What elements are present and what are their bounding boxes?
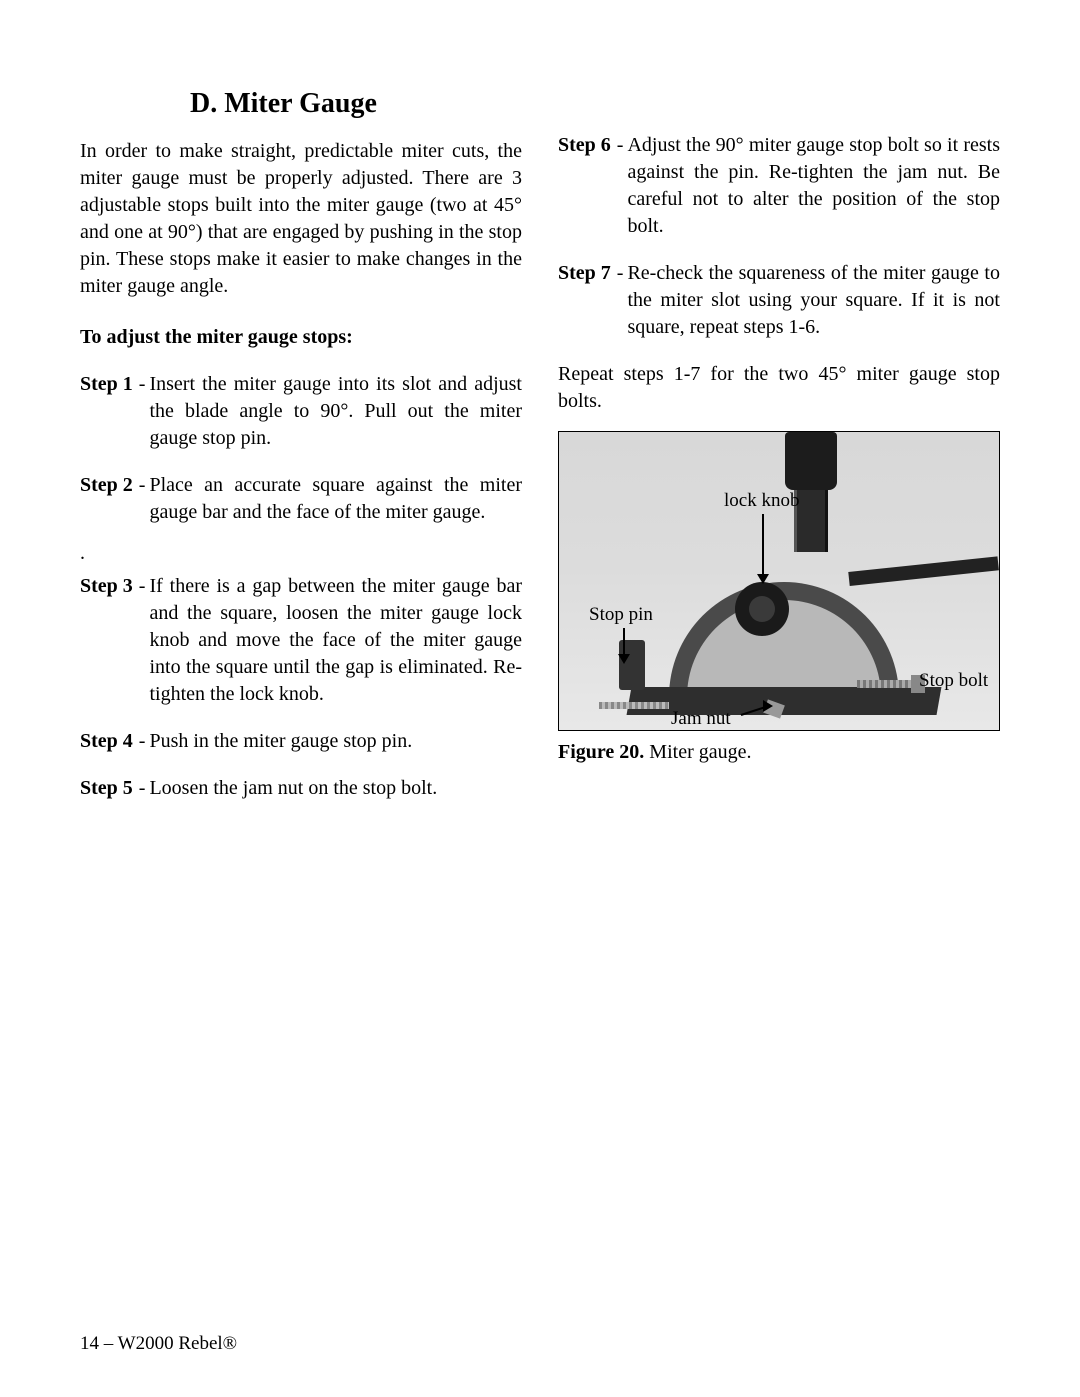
step-label: Step 1: [80, 371, 135, 452]
lock-knob-shape: [735, 582, 789, 636]
step-label: Step 4: [80, 728, 135, 755]
step-label: Step 3: [80, 573, 135, 708]
subheading: To adjust the miter gauge stops:: [80, 326, 522, 349]
label-stop-bolt: Stop bolt: [919, 670, 988, 692]
step-dash: -: [613, 132, 628, 240]
threaded-rod-shape: [599, 702, 669, 709]
right-column: Step 6 - Adjust the 90° miter gauge stop…: [558, 88, 1000, 822]
arrow-lock-knob: [762, 514, 764, 576]
step-body: Insert the miter gauge into its slot and…: [149, 371, 522, 452]
step-2: Step 2 - Place an accurate square agains…: [80, 472, 522, 526]
page-footer: 14 – W2000 Rebel®: [80, 1333, 237, 1355]
handle-grip-shape: [785, 432, 837, 490]
step-6: Step 6 - Adjust the 90° miter gauge stop…: [558, 132, 1000, 240]
two-column-layout: D. Miter Gauge In order to make straight…: [80, 88, 1000, 822]
stray-dot: .: [80, 540, 522, 567]
step-body: Push in the miter gauge stop pin.: [149, 728, 522, 755]
intro-paragraph: In order to make straight, predictable m…: [80, 138, 522, 300]
step-1: Step 1 - Insert the miter gauge into its…: [80, 371, 522, 452]
arrowhead-stop-pin: [618, 654, 630, 664]
step-label: Step 2: [80, 472, 135, 526]
arrowhead-jam-nut: [763, 700, 773, 712]
step-5: Step 5 - Loosen the jam nut on the stop …: [80, 775, 522, 802]
step-body: Loosen the jam nut on the stop bolt.: [149, 775, 522, 802]
repeat-line: Repeat steps 1-7 for the two 45° miter g…: [558, 361, 1000, 415]
step-dash: -: [135, 728, 150, 755]
label-lock-knob: lock knob: [724, 490, 799, 512]
arrowhead-lock-knob: [757, 574, 769, 584]
label-jam-nut: Jam nut: [671, 708, 731, 730]
left-column: D. Miter Gauge In order to make straight…: [80, 88, 522, 822]
label-stop-pin: Stop pin: [589, 604, 653, 626]
step-label: Step 6: [558, 132, 613, 240]
step-dash: -: [613, 260, 628, 341]
step-dash: -: [135, 775, 150, 802]
page: D. Miter Gauge In order to make straight…: [0, 0, 1080, 1397]
figure-20-image: lock knob Stop pin Jam nut Stop bolt: [558, 431, 1000, 731]
step-body: If there is a gap between the miter gaug…: [149, 573, 522, 708]
step-dash: -: [135, 371, 150, 452]
step-3: Step 3 - If there is a gap between the m…: [80, 573, 522, 708]
step-body: Adjust the 90° miter gauge stop bolt so …: [627, 132, 1000, 240]
figure-caption-bold: Figure 20.: [558, 741, 644, 763]
figure-caption-text: Miter gauge.: [644, 741, 751, 763]
arrow-stop-pin: [623, 628, 625, 656]
step-label: Step 7: [558, 260, 613, 341]
step-body: Place an accurate square against the mit…: [149, 472, 522, 526]
guide-bar-shape: [848, 556, 999, 586]
step-label: Step 5: [80, 775, 135, 802]
step-4: Step 4 - Push in the miter gauge stop pi…: [80, 728, 522, 755]
figure-caption: Figure 20. Miter gauge.: [558, 741, 1000, 764]
step-dash: -: [135, 472, 150, 526]
step-7: Step 7 - Re-check the squareness of the …: [558, 260, 1000, 341]
step-dash: -: [135, 573, 150, 708]
stop-bolt-shape: [857, 680, 915, 688]
section-title: D. Miter Gauge: [190, 88, 522, 120]
step-body: Re-check the squareness of the miter gau…: [627, 260, 1000, 341]
